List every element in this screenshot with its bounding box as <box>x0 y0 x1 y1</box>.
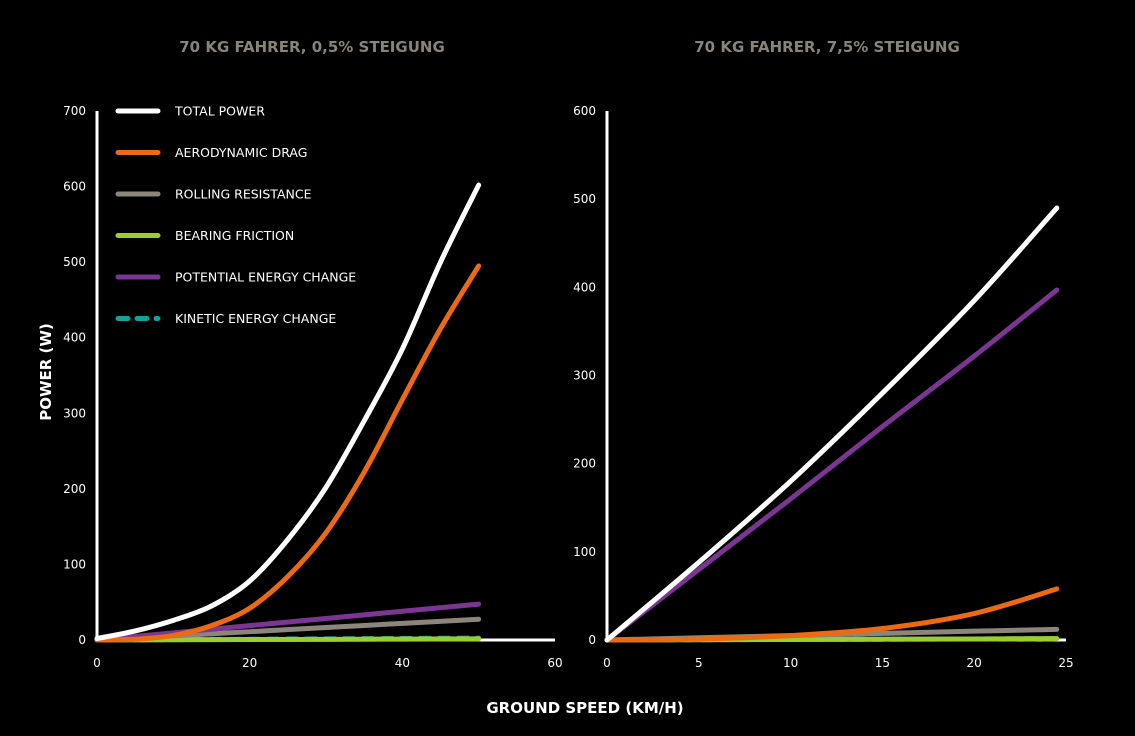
series-line-aero <box>604 586 1060 643</box>
series-line-bearing <box>94 636 482 643</box>
x-tick-label: 5 <box>695 656 703 670</box>
legend-label-aero: AERODYNAMIC DRAG <box>175 145 307 160</box>
y-tick-label: 300 <box>573 369 596 383</box>
y-tick-label: 500 <box>63 255 86 269</box>
legend-label-rolling: ROLLING RESISTANCE <box>175 187 312 202</box>
y-tick-label: 100 <box>573 545 596 559</box>
x-axis-label: GROUND SPEED (KM/H) <box>486 699 683 717</box>
series-line-aero <box>94 263 482 643</box>
x-tick-label: 0 <box>603 656 611 670</box>
series-line-potential <box>604 287 1060 643</box>
x-tick-label: 20 <box>242 656 257 670</box>
y-tick-label: 100 <box>63 557 86 571</box>
y-tick-label: 0 <box>78 633 86 647</box>
legend-label-total: TOTAL POWER <box>174 104 265 119</box>
legend-label-kinetic: KINETIC ENERGY CHANGE <box>175 311 336 326</box>
x-tick-label: 20 <box>967 656 982 670</box>
y-tick-label: 300 <box>63 406 86 420</box>
x-tick-label: 40 <box>395 656 410 670</box>
y-tick-label: 0 <box>588 633 596 647</box>
y-tick-label: 700 <box>63 104 86 118</box>
chart-title-left: 70 KG FAHRER, 0,5% STEIGUNG <box>179 38 445 56</box>
legend-label-potential: POTENTIAL ENERGY CHANGE <box>175 270 356 285</box>
y-tick-label: 400 <box>573 280 596 294</box>
x-tick-label: 10 <box>783 656 798 670</box>
y-tick-label: 200 <box>63 482 86 496</box>
legend: TOTAL POWER AERODYNAMIC DRAG ROLLING RESIS… <box>115 104 356 326</box>
series-line-total <box>604 205 1060 643</box>
y-tick-label: 400 <box>63 331 86 345</box>
x-tick-label: 25 <box>1058 656 1073 670</box>
x-tick-label: 60 <box>547 656 562 670</box>
y-tick-label: 200 <box>573 457 596 471</box>
series-line-total <box>94 182 482 641</box>
series-line-potential <box>94 601 482 643</box>
y-axis-label: POWER (W) <box>37 323 55 421</box>
legend-label-bearing: BEARING FRICTION <box>175 228 294 243</box>
x-tick-label: 0 <box>93 656 101 670</box>
chart-title-right: 70 KG FAHRER, 7,5% STEIGUNG <box>694 38 960 56</box>
y-tick-label: 600 <box>573 104 596 118</box>
y-tick-label: 500 <box>573 192 596 206</box>
x-tick-label: 15 <box>875 656 890 670</box>
chart-panel-0: 0 100 200 300 400 500 600 700 0 20 40 60 <box>63 104 563 670</box>
y-tick-label: 600 <box>63 180 86 194</box>
chart-panel-1: 0 100 200 300 400 500 600 0 5 10 15 20 25 <box>573 104 1074 670</box>
